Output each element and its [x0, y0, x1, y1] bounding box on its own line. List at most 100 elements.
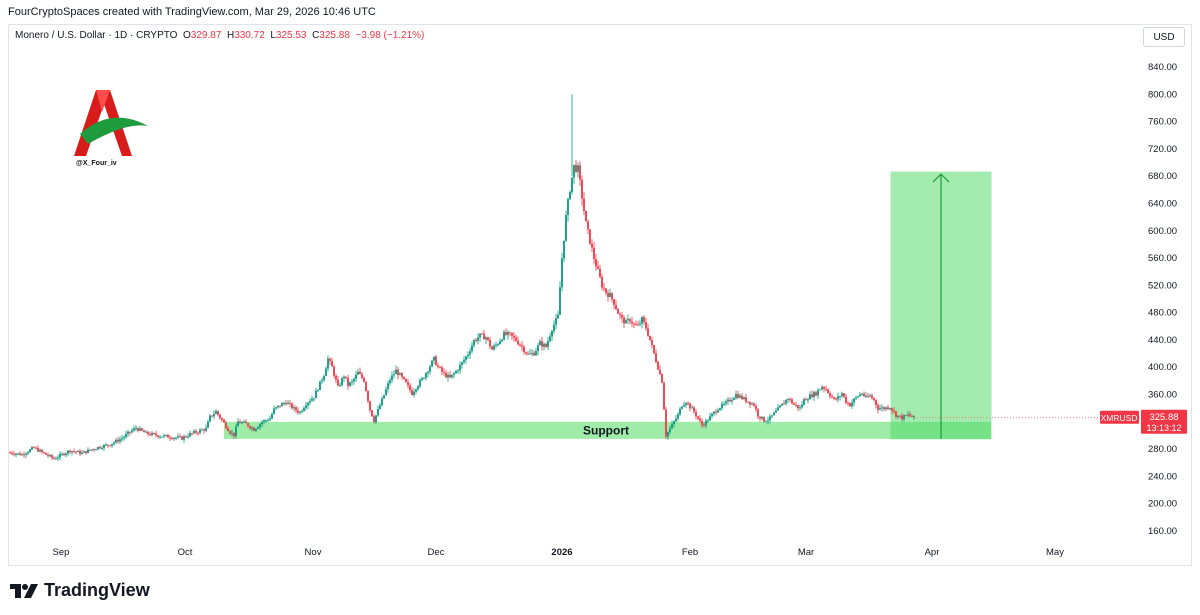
candle-body: [317, 390, 319, 392]
candle-body: [403, 376, 405, 379]
tradingview-logo[interactable]: TradingView: [10, 580, 150, 601]
candle-body: [647, 328, 649, 336]
candle-body: [853, 398, 855, 403]
candle-body: [177, 436, 179, 438]
candle-body: [789, 398, 791, 400]
candle-body: [81, 452, 83, 454]
candle-body: [215, 411, 217, 415]
candle-body: [807, 399, 809, 401]
candle-body: [825, 388, 827, 390]
candle-body: [533, 352, 535, 356]
candle-body: [717, 410, 719, 413]
candle-body: [83, 451, 85, 453]
candle-body: [761, 416, 763, 419]
candle-body: [903, 415, 905, 420]
candle-body: [665, 409, 667, 437]
candle-body: [161, 436, 163, 438]
candle-body: [335, 375, 337, 380]
candle-body: [513, 335, 515, 338]
candle-body: [453, 373, 455, 375]
candle-body: [899, 415, 901, 417]
y-tick-label: 200.00: [1148, 499, 1177, 510]
candle-body: [579, 165, 581, 180]
candle-body: [759, 416, 761, 419]
candle-body: [565, 215, 567, 241]
candle-body: [231, 432, 233, 434]
candle-body: [709, 416, 711, 421]
candle-body: [845, 396, 847, 403]
candle-body: [663, 382, 665, 410]
candle-body: [375, 415, 377, 423]
candle-body: [53, 457, 55, 459]
candle-body: [423, 377, 425, 379]
candle-body: [27, 452, 29, 454]
candle-body: [911, 415, 913, 418]
candle-body: [711, 413, 713, 417]
candle-body: [367, 391, 369, 402]
candle-body: [283, 403, 285, 405]
low-value: 325.53: [275, 30, 307, 41]
candle-body: [457, 370, 459, 372]
candle-body: [913, 415, 915, 418]
candle-body: [881, 407, 883, 409]
candle-body: [553, 324, 555, 332]
candle-body: [683, 404, 685, 407]
candle-body: [731, 399, 733, 402]
candle-body: [271, 413, 273, 419]
candle-body: [35, 447, 37, 449]
candle-body: [775, 410, 777, 413]
candle-body: [517, 340, 519, 345]
currency-button[interactable]: USD: [1143, 27, 1185, 47]
candle-body: [739, 395, 741, 398]
candle-body: [129, 431, 131, 433]
x-tick-label: Mar: [798, 547, 814, 558]
candle-body: [19, 453, 21, 456]
candle-body: [51, 455, 53, 458]
candle-body: [421, 378, 423, 381]
y-tick-label: 720.00: [1148, 144, 1177, 155]
candle-body: [13, 453, 15, 455]
candle-body: [343, 376, 345, 379]
candle-body: [319, 381, 321, 391]
candle-body: [147, 431, 149, 435]
candle-body: [573, 164, 575, 178]
candle-body: [865, 395, 867, 397]
candle-body: [773, 412, 775, 416]
open-value: 329.87: [190, 30, 222, 41]
candle-body: [127, 431, 129, 435]
candle-body: [613, 299, 615, 305]
candle-body: [393, 374, 395, 376]
y-tick-label: 440.00: [1148, 335, 1177, 346]
candle-body: [411, 390, 413, 395]
candle-body: [105, 444, 107, 446]
candle-body: [817, 390, 819, 396]
x-tick-label: May: [1046, 547, 1064, 558]
candle-body: [461, 362, 463, 365]
candle-body: [723, 403, 725, 405]
candle-body: [535, 350, 537, 356]
candle-body: [189, 433, 191, 437]
candle-body: [181, 436, 183, 440]
candle-body: [71, 451, 73, 453]
candle-body: [169, 437, 171, 439]
candle-body: [643, 317, 645, 323]
candle-body: [137, 428, 139, 431]
candle-body: [107, 444, 109, 446]
candle-body: [377, 409, 379, 416]
candle-body: [515, 337, 517, 341]
candle-body: [383, 395, 385, 399]
candle-body: [449, 374, 451, 378]
y-tick-label: 600.00: [1148, 226, 1177, 237]
candle-body: [713, 411, 715, 414]
last-price-label: 325.88: [1149, 412, 1178, 423]
candle-body: [697, 416, 699, 419]
candle-body: [587, 221, 589, 230]
candle-body: [229, 430, 231, 434]
candle-body: [611, 293, 613, 300]
candle-body: [473, 339, 475, 346]
candle-body: [239, 421, 241, 424]
candle-body: [63, 453, 65, 456]
candle-body: [363, 377, 365, 382]
candle-body: [211, 415, 213, 417]
